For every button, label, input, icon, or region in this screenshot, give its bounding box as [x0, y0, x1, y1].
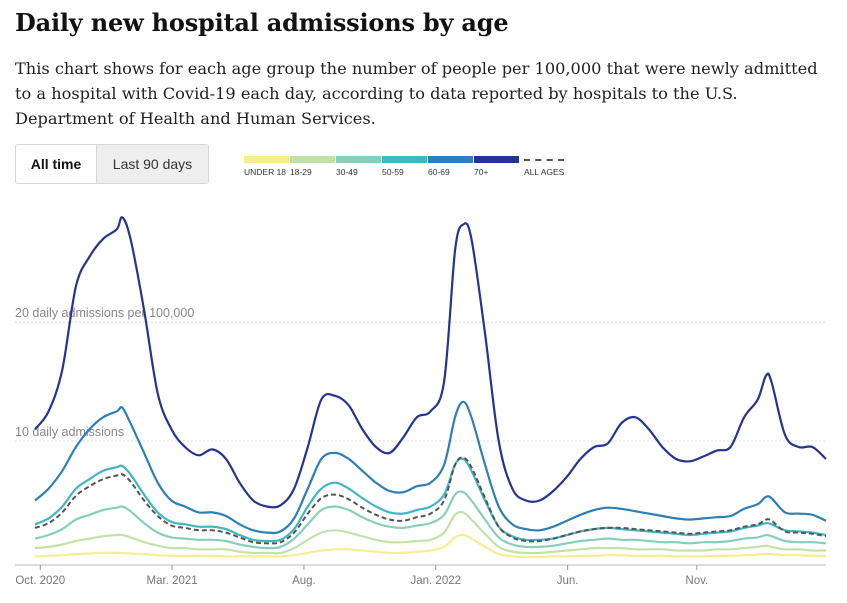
series-line-18-29: [34, 510, 827, 555]
legend-item-30-49: 30-49: [336, 156, 381, 177]
x-tick-label: Aug.: [292, 575, 316, 587]
legend-label: 30-49: [336, 167, 358, 177]
series-line-30-49: [34, 490, 827, 550]
legend-item-60-69: 60-69: [428, 156, 473, 177]
x-tick-label: Mar. 2021: [147, 575, 198, 587]
line-chart: 20 daily admissions per 100,000 10 daily …: [15, 216, 827, 587]
all-time-button[interactable]: All time: [16, 145, 96, 183]
legend-label: 18-29: [290, 167, 312, 177]
legend-swatch: [244, 156, 289, 163]
y-axis-label: 10 daily admissions: [15, 425, 124, 439]
series-line-70-: [34, 216, 827, 509]
series-line-60-69: [34, 400, 827, 535]
legend-item-under-18: UNDER 18: [244, 156, 289, 177]
legend-item-all-ages: ALL AGES: [524, 156, 569, 177]
legend-swatch: [336, 156, 381, 163]
chart-title: Daily new hospital admissions by age: [15, 8, 509, 37]
chart-subtitle: This chart shows for each age group the …: [15, 59, 818, 128]
legend-item-70-plus: 70+: [474, 156, 519, 177]
series-line-under-18: [34, 533, 827, 559]
legend-label: ALL AGES: [524, 167, 565, 177]
legend-item-50-59: 50-59: [382, 156, 427, 177]
legend-item-18-29: 18-29: [290, 156, 335, 177]
legend-dash-swatch: [524, 159, 564, 161]
legend-label: 50-59: [382, 167, 404, 177]
legend-swatch: [474, 156, 519, 163]
x-tick-label: Jun.: [557, 575, 579, 587]
x-tick-label: Nov.: [685, 575, 708, 587]
series-line-50-59: [34, 457, 827, 543]
x-tick-label: Jan. 2022: [411, 575, 462, 587]
legend-label: 60-69: [428, 167, 450, 177]
legend-label: UNDER 18: [244, 167, 287, 177]
legend-label: 70+: [474, 167, 489, 177]
y-axis-label: 20 daily admissions per 100,000: [15, 306, 194, 320]
time-range-toggle: All time Last 90 days: [15, 144, 209, 184]
legend-swatch: [382, 156, 427, 163]
series-line-all-ages: [34, 456, 827, 545]
x-tick-label: Oct. 2020: [15, 575, 65, 587]
last-90-days-button[interactable]: Last 90 days: [96, 145, 208, 183]
legend-swatch: [428, 156, 473, 163]
legend-swatch: [290, 156, 335, 163]
